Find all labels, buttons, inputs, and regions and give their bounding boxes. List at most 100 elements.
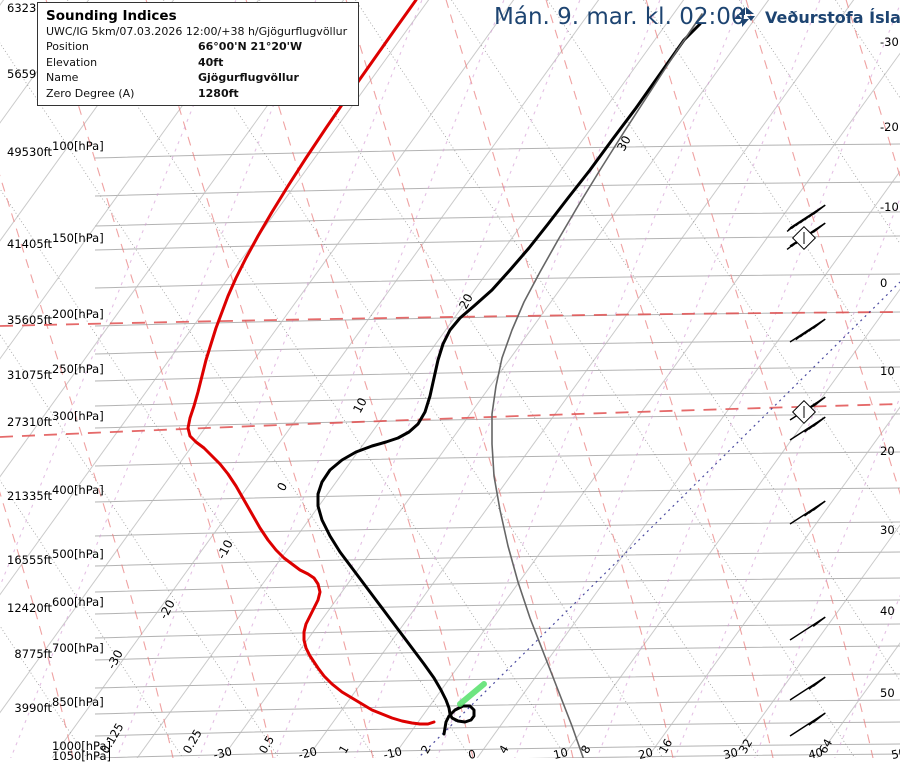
isobar-line <box>94 551 900 567</box>
pressure-tick-label: 100[hPa] <box>52 139 104 153</box>
isotherm-value-label: -10 <box>214 538 236 562</box>
isotherm-line <box>646 406 900 758</box>
pressure-tick-label: 1000[hPa] <box>52 739 111 753</box>
saturated-adiabat-line <box>345 0 574 758</box>
wind-barb <box>786 204 826 232</box>
indices-row-list: Position 66°00'N 21°20'W Elevation 40ft Name… <box>46 39 350 101</box>
wind-barb <box>789 616 826 641</box>
wind-barb <box>789 416 826 441</box>
indices-value: 1280ft <box>198 86 239 100</box>
pressure-tick-label: 500[hPa] <box>52 547 104 561</box>
isobar-line <box>94 699 900 715</box>
altitude-tick-label: 27310ft <box>7 415 52 429</box>
wind-barb-full <box>808 679 822 690</box>
isobar-line <box>94 211 900 227</box>
isotherm-value-label: 10 <box>350 395 370 415</box>
indices-value: 66°00'N 21°20'W <box>198 40 303 53</box>
temperature-tick-label-right: 20 <box>880 444 895 458</box>
isobar-line <box>94 181 900 197</box>
isobar-line <box>94 273 900 289</box>
altitude-tick-label: 41405ft <box>7 237 52 251</box>
sounding-indices-panel: Sounding Indices UWC/IG 5km/07.03.2026 1… <box>37 2 359 106</box>
indices-value: 40ft <box>198 55 224 69</box>
saturated-adiabat-line <box>445 0 674 758</box>
pressure-tick-label: 600[hPa] <box>52 595 104 609</box>
saturated-adiabat-line <box>0 174 174 758</box>
wind-barb-half <box>814 619 822 626</box>
mixing-ratio-line <box>674 197 900 758</box>
isotherm-line <box>476 170 900 758</box>
wind-barb-half <box>787 224 796 231</box>
series-dewpoint <box>186 0 436 726</box>
mixing-ratio-line <box>116 0 423 758</box>
wind-barb <box>789 712 826 737</box>
isotherm-line <box>0 0 430 596</box>
wind-barb-full <box>804 506 817 517</box>
isotherm-line <box>731 524 900 758</box>
series-temperature <box>316 22 702 736</box>
pressure-tick-label: 200[hPa] <box>52 307 104 321</box>
isotherm-line <box>895 0 900 768</box>
temperature-tick-label-right: 50 <box>880 686 895 700</box>
altitude-tick-label: 35605ft <box>7 313 52 327</box>
isotherm-value-label: 20 <box>456 291 476 311</box>
wind-barb <box>786 222 826 251</box>
isotherm-line <box>0 0 515 714</box>
saturated-adiabat-line <box>0 491 74 758</box>
pressure-tick-label: 150[hPa] <box>52 231 104 245</box>
indices-row: Zero Degree (A) 1280ft <box>46 86 350 102</box>
isobar-line <box>94 339 900 355</box>
temperature-tick-label-right: 10 <box>880 364 895 378</box>
wind-barb <box>789 396 826 425</box>
mixing-ratio-line <box>198 0 505 758</box>
wind-barb-full <box>808 715 822 726</box>
page-title: Mán. 9. mar. kl. 02:00 <box>494 4 746 30</box>
temperature-tick-label-right: -30 <box>880 35 899 49</box>
isobar-line <box>94 673 900 689</box>
indices-key: Name <box>46 71 79 84</box>
saturated-adiabat-line <box>645 0 874 758</box>
pressure-tick-label: 300[hPa] <box>52 409 104 423</box>
freezing-level-line <box>0 311 900 327</box>
isobar-line <box>94 235 900 251</box>
wetbulb-zero-line <box>417 281 900 758</box>
indices-row: Name Gjögurflugvöllur <box>46 70 350 86</box>
temperature-tick-label-right: -20 <box>880 120 899 134</box>
isotherm-value-label: -30 <box>104 648 126 672</box>
brand-name: Veðurstofa Íslands <box>765 7 900 27</box>
isobar-line <box>94 645 900 661</box>
isobar-line <box>94 311 900 327</box>
wind-barb <box>789 676 826 701</box>
isotherm-value-label: -20 <box>156 598 178 622</box>
freezing-level-line <box>0 403 900 438</box>
isobar-line <box>94 413 900 429</box>
isobar-line <box>94 143 900 159</box>
pinwheel-logo-icon <box>734 7 755 27</box>
pressure-tick-label: 1050[hPa] <box>52 749 111 763</box>
altitude-tick-label: 21335ft <box>7 489 52 503</box>
mixing-ratio-line <box>436 0 743 758</box>
temperature-tick-label-right: 30 <box>880 523 895 537</box>
mixing-ratio-line <box>596 3 900 758</box>
dry-adiabat-line <box>259 0 760 758</box>
altitude-tick-label: 49530ft <box>7 145 52 159</box>
saturated-adiabat-line <box>145 0 374 758</box>
isotherm-line <box>306 0 855 758</box>
isobar-line <box>528 753 900 758</box>
saturated-adiabat-line <box>245 0 474 758</box>
altitude-tick-label: 16555ft <box>7 553 52 567</box>
mixing-ratio-line <box>10 0 317 758</box>
series-cloud-layer-highlight <box>457 681 487 707</box>
pressure-tick-label: 850[hPa] <box>52 695 104 709</box>
brand-logo: Veðurstofa Íslands <box>733 6 900 28</box>
series-parcel-path <box>491 13 703 758</box>
indices-row: Elevation 40ft <box>46 55 350 71</box>
dry-adiabat-line <box>739 0 900 245</box>
indices-key: Position <box>46 40 89 53</box>
altitude-tick-label: 3990ft <box>14 701 52 715</box>
dry-adiabat-line <box>451 0 900 682</box>
mixing-ratio-line <box>274 0 581 758</box>
indices-key: Elevation <box>46 55 98 69</box>
